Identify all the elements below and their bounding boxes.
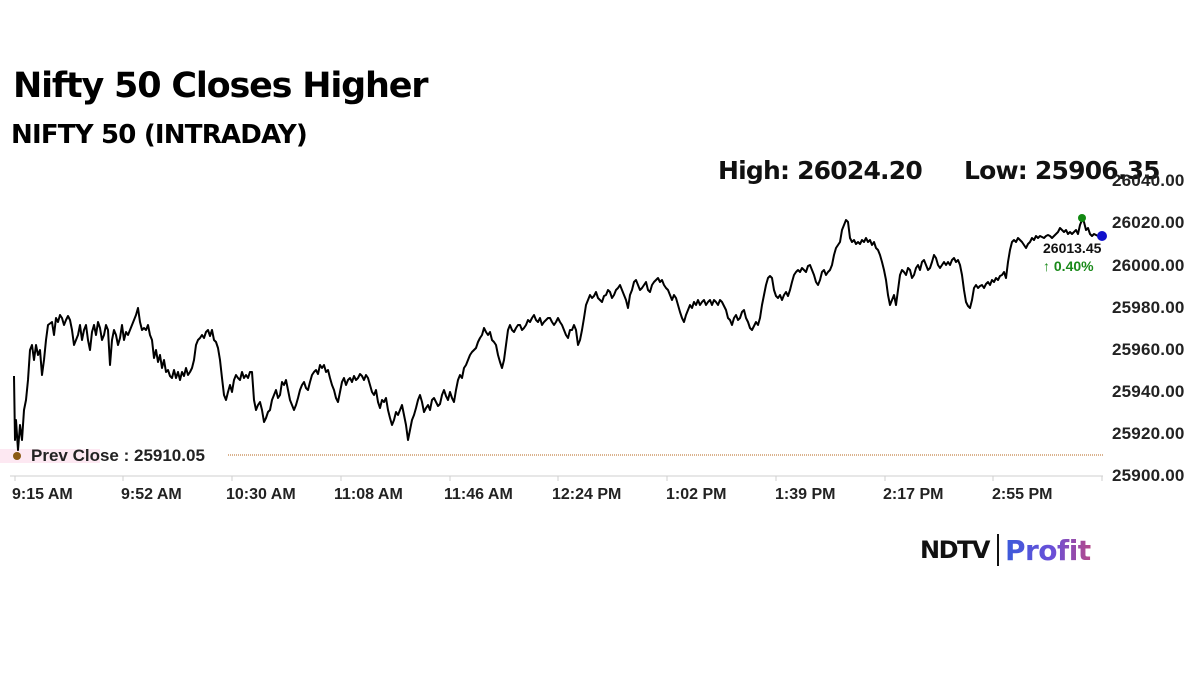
y-tick-label: 25980.00: [1112, 298, 1185, 317]
prev-close-marker: [13, 452, 21, 460]
prev-close-label-bg: [0, 449, 100, 463]
x-tick-label: 2:17 PM: [883, 486, 944, 503]
x-tick-label: 10:30 AM: [226, 486, 296, 503]
day-high-label: High: 26024.20: [718, 156, 923, 185]
logo-ndtv-text: NDTV: [920, 536, 990, 564]
x-tick-label: 11:08 AM: [334, 486, 403, 503]
x-tick-label: 1:02 PM: [666, 486, 727, 503]
x-tick-label: 12:24 PM: [552, 486, 622, 503]
logo-separator: [996, 534, 999, 566]
day-low-label: Low: 25906.35: [964, 156, 1161, 185]
y-tick-label: 25920.00: [1112, 424, 1185, 443]
y-tick-label: 25960.00: [1112, 340, 1185, 359]
y-tick-label: 26040.00: [1112, 171, 1185, 190]
x-tick-label: 11:46 AM: [444, 486, 513, 503]
last-price-marker: [1097, 231, 1107, 241]
chart-subtitle: NIFTY 50 (INTRADAY): [11, 120, 308, 150]
y-tick-label: 25940.00: [1112, 382, 1185, 401]
logo-profit-text: Profit: [1004, 533, 1091, 567]
day-high-marker: [1078, 214, 1086, 222]
change-percent-label: ↑ 0.40%: [1043, 258, 1094, 274]
ndtv-profit-logo: NDTV Profit: [920, 532, 1091, 568]
x-axis-ticks: [14, 476, 1103, 481]
x-tick-label: 9:15 AM: [12, 486, 73, 503]
x-tick-label: 9:52 AM: [121, 486, 182, 503]
x-tick-label: 1:39 PM: [775, 486, 836, 503]
y-tick-label: 26020.00: [1112, 213, 1185, 232]
prev-close-label: Prev Close : 25910.05: [31, 446, 205, 465]
last-price-label: 26013.45: [1043, 240, 1102, 256]
x-tick-label: 2:55 PM: [992, 486, 1053, 503]
chart-headline: Nifty 50 Closes Higher: [13, 66, 429, 106]
y-tick-label: 25900.00: [1112, 466, 1185, 485]
y-tick-label: 26000.00: [1112, 256, 1185, 275]
price-line: [13, 219, 1101, 451]
